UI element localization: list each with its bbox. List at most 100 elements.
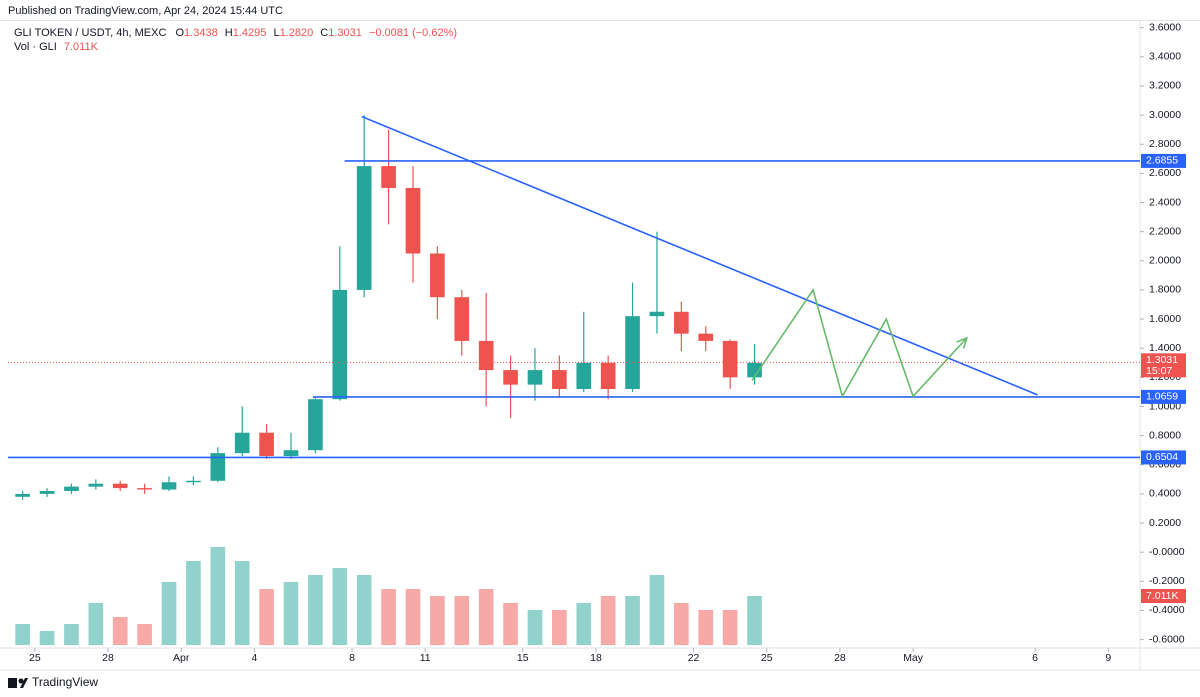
x-tick-label: 11 bbox=[420, 652, 431, 664]
volume-bar bbox=[454, 596, 470, 645]
candle-body bbox=[308, 399, 323, 451]
volume-bar bbox=[112, 617, 128, 645]
x-tick-label: 15 bbox=[517, 652, 529, 664]
x-tick-label: 6 bbox=[1032, 652, 1038, 664]
x-tick-label: May bbox=[903, 652, 924, 664]
candle-body bbox=[722, 340, 738, 378]
candle-body bbox=[112, 483, 128, 489]
y-tick-label: 0.2000 bbox=[1149, 517, 1181, 529]
candle-body bbox=[15, 493, 30, 497]
level-label: 2.6855 bbox=[1146, 155, 1178, 167]
volume-bar bbox=[503, 603, 518, 645]
volume-bar bbox=[283, 582, 299, 645]
y-tick-label: 2.2000 bbox=[1149, 225, 1181, 237]
candle-body bbox=[234, 432, 250, 454]
x-tick-label: 9 bbox=[1105, 652, 1111, 664]
candle-body bbox=[186, 480, 201, 483]
y-tick-label: 2.8000 bbox=[1149, 138, 1181, 150]
plot bbox=[8, 115, 1140, 645]
candle-body bbox=[576, 362, 592, 390]
x-tick-label: 28 bbox=[102, 652, 114, 664]
candle-body bbox=[600, 362, 616, 390]
candle-body bbox=[88, 483, 104, 487]
volume-bar bbox=[649, 575, 665, 645]
y-tick-label: 0.4000 bbox=[1149, 488, 1181, 500]
volume-bar bbox=[137, 624, 152, 645]
candle-body bbox=[527, 370, 543, 385]
ohlc-value: 1.3438 bbox=[184, 27, 218, 39]
candle-body bbox=[64, 486, 79, 491]
y-tick-label: 1.4000 bbox=[1149, 342, 1181, 354]
candle-body bbox=[137, 488, 152, 490]
candle-body bbox=[625, 316, 640, 390]
candle-body bbox=[356, 166, 372, 290]
volume-axis-label: 7.011K bbox=[1146, 590, 1179, 602]
y-tick-label: -0.6000 bbox=[1149, 633, 1185, 645]
x-tick-label: 8 bbox=[349, 652, 355, 664]
last-price-box bbox=[1141, 353, 1186, 378]
volume-bar bbox=[210, 547, 226, 645]
ohlc-label: H bbox=[225, 27, 233, 39]
countdown: 15:07 bbox=[1146, 365, 1172, 377]
level-label: 1.0659 bbox=[1146, 391, 1178, 403]
volume-bar bbox=[722, 610, 738, 645]
footer-brand: TradingView bbox=[32, 675, 98, 689]
level-label-box bbox=[1141, 153, 1186, 168]
candle-body bbox=[649, 311, 665, 317]
footer-logo bbox=[8, 678, 28, 688]
candle-body bbox=[454, 297, 470, 341]
x-tick-label: 25 bbox=[761, 652, 773, 664]
level-label-box bbox=[1141, 389, 1186, 404]
volume-bar bbox=[747, 596, 762, 645]
x-tick-label: 18 bbox=[590, 652, 602, 664]
volume-value: 7.011K bbox=[64, 41, 99, 53]
volume-bar bbox=[625, 596, 640, 645]
volume-bar bbox=[186, 561, 201, 645]
divider bbox=[0, 20, 1200, 21]
level-label-box bbox=[1141, 450, 1186, 465]
volume-bar bbox=[478, 589, 494, 645]
volume-bar bbox=[88, 603, 104, 645]
trend-line bbox=[361, 115, 1038, 396]
volume-bar bbox=[39, 631, 55, 645]
volume-bar bbox=[259, 589, 274, 645]
y-tick-label: 2.0000 bbox=[1149, 255, 1181, 267]
volume-bar bbox=[552, 610, 567, 645]
ohlc-value: 1.2820 bbox=[280, 27, 314, 39]
volume-title: Vol · GLI bbox=[14, 41, 57, 53]
y-tick-label: 3.0000 bbox=[1149, 109, 1181, 121]
arrow-head bbox=[956, 336, 969, 349]
change: −0.0081 (−0.62%) bbox=[369, 27, 457, 39]
volume-bar bbox=[234, 561, 250, 645]
x-tick-label: Apr bbox=[173, 652, 190, 664]
volume-bar bbox=[356, 575, 372, 645]
y-tick-label: -0.0000 bbox=[1149, 546, 1185, 558]
volume-bar bbox=[600, 596, 616, 645]
x-tick-label: 25 bbox=[29, 652, 41, 664]
x-tick-label: 4 bbox=[251, 652, 257, 664]
ohlc-label: L bbox=[273, 27, 279, 39]
y-tick-label: 1.8000 bbox=[1149, 284, 1181, 296]
volume-legend: Vol · GLI 7.011K bbox=[14, 41, 99, 53]
candle-body bbox=[161, 482, 177, 490]
candle-body bbox=[747, 362, 762, 378]
candle-body bbox=[381, 166, 396, 188]
volume-bar bbox=[64, 624, 79, 645]
candle-body bbox=[332, 289, 348, 400]
y-tick-label: -0.4000 bbox=[1149, 604, 1185, 616]
ohlc-label: O bbox=[175, 27, 184, 39]
volume-bar bbox=[674, 603, 689, 645]
ohlc-value: 1.4295 bbox=[233, 27, 267, 39]
volume-bar bbox=[308, 575, 323, 645]
candle-body bbox=[552, 370, 567, 390]
volume-bar bbox=[381, 589, 396, 645]
legend-line: GLI TOKEN / USDT, 4h, MEXC O1.3438 H1.42… bbox=[14, 27, 457, 39]
y-tick-label: -0.2000 bbox=[1149, 575, 1185, 587]
volume-bar bbox=[698, 610, 714, 645]
candle-body bbox=[283, 450, 299, 457]
volume-bar bbox=[405, 589, 421, 645]
candle-body bbox=[503, 370, 518, 385]
volume-bar bbox=[332, 568, 348, 645]
